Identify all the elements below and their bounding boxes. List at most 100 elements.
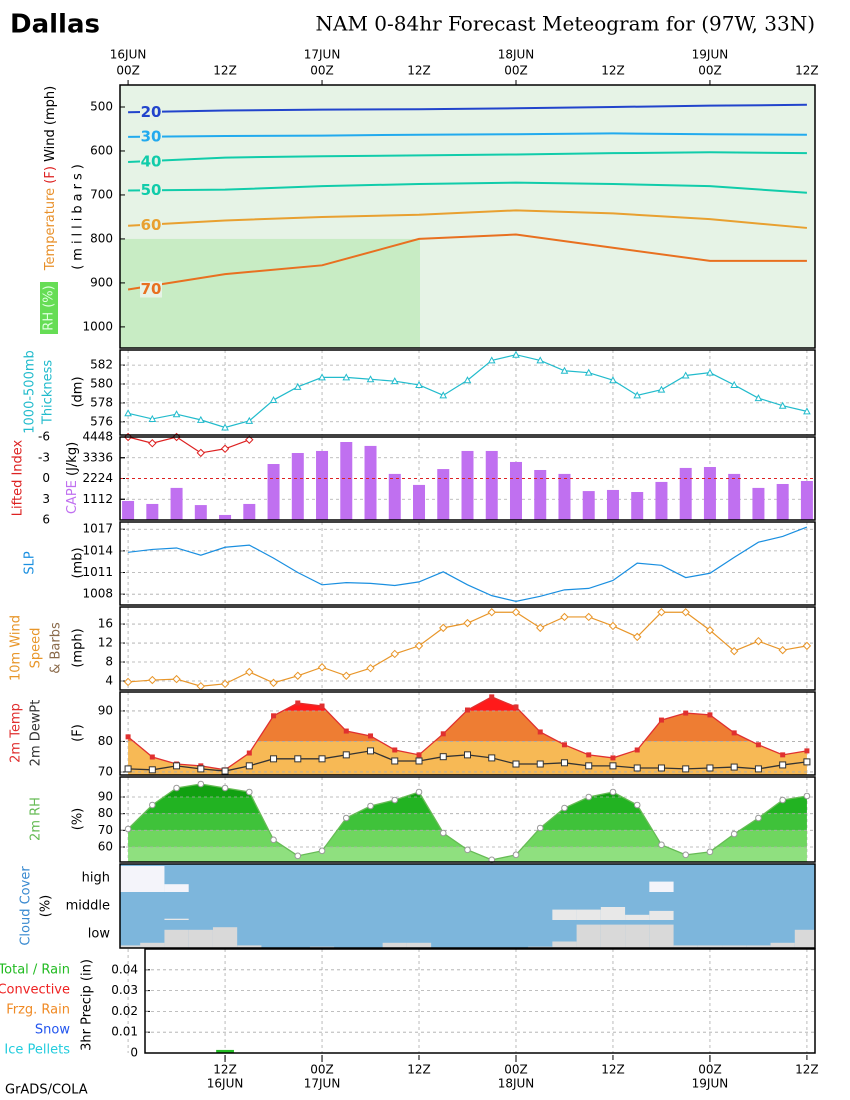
marker bbox=[512, 851, 520, 859]
category-label: middle bbox=[66, 899, 110, 914]
cloud-bar bbox=[697, 945, 723, 948]
marker bbox=[149, 754, 155, 760]
axis-label: & Barbs bbox=[49, 622, 64, 674]
marker bbox=[609, 762, 617, 770]
marker bbox=[730, 830, 738, 838]
y-tick-label: 1017 bbox=[82, 522, 113, 536]
marker bbox=[124, 409, 132, 417]
cloud-bar bbox=[770, 942, 795, 948]
marker bbox=[245, 435, 254, 444]
axis-label: Speed bbox=[29, 628, 44, 669]
label-bg bbox=[140, 128, 162, 145]
axis-label: Temperature (F) Wind (mph) bbox=[43, 86, 58, 271]
date-label: 17JUN bbox=[304, 1077, 341, 1091]
bar bbox=[752, 487, 765, 520]
marker bbox=[366, 375, 375, 383]
marker bbox=[221, 423, 229, 431]
marker bbox=[367, 802, 374, 810]
cloud-bar bbox=[649, 881, 674, 892]
bar bbox=[679, 467, 692, 520]
cloud-bar bbox=[120, 945, 145, 948]
marker bbox=[415, 788, 423, 796]
marker bbox=[391, 757, 399, 765]
band-fill bbox=[128, 771, 807, 775]
rh-key bbox=[40, 282, 58, 334]
bar bbox=[485, 450, 498, 520]
marker bbox=[755, 742, 761, 748]
marker bbox=[440, 731, 446, 737]
time-label: 12Z bbox=[213, 1063, 237, 1077]
cloud-bar bbox=[600, 924, 626, 948]
marker bbox=[754, 636, 763, 646]
marker bbox=[804, 748, 810, 754]
y-tick-label: 8 bbox=[105, 655, 113, 669]
marker bbox=[464, 751, 471, 759]
bar bbox=[316, 450, 329, 520]
bar bbox=[703, 467, 716, 520]
marker bbox=[342, 373, 351, 381]
y-tick-label: 90 bbox=[98, 790, 113, 804]
marker bbox=[196, 415, 205, 423]
y-tick-label: -6 bbox=[38, 430, 50, 444]
cloud-bar bbox=[625, 914, 650, 920]
marker bbox=[731, 730, 737, 736]
legend-label: Frzg. Rain bbox=[6, 1003, 70, 1018]
isotherm-label: 30 bbox=[141, 127, 162, 145]
axis-label: 2m Temp bbox=[9, 703, 24, 763]
marker bbox=[584, 368, 593, 376]
panel-frame bbox=[119, 776, 816, 863]
marker bbox=[245, 762, 253, 770]
marker bbox=[682, 851, 689, 859]
axis-label: 10m Wind bbox=[9, 615, 24, 681]
y-tick-label: 0 bbox=[42, 471, 50, 485]
marker bbox=[172, 410, 181, 418]
marker bbox=[488, 754, 496, 762]
marker bbox=[803, 407, 811, 415]
axis-label: Cloud Cover bbox=[19, 866, 34, 946]
marker bbox=[463, 376, 472, 384]
isotherm-label: 40 bbox=[141, 152, 162, 170]
marker bbox=[536, 623, 545, 633]
panel-frame bbox=[119, 691, 816, 776]
legend-label: Snow bbox=[35, 1023, 70, 1038]
cloud-bar bbox=[600, 907, 626, 920]
label-part: Temperature bbox=[43, 188, 58, 271]
cloud-bar bbox=[552, 941, 577, 948]
panel-frame bbox=[119, 436, 816, 521]
label-part: CAPE bbox=[65, 480, 80, 514]
marker bbox=[221, 784, 229, 792]
isotherm bbox=[128, 132, 807, 138]
marker bbox=[415, 757, 423, 765]
isotherm-label: 20 bbox=[141, 103, 162, 121]
marker bbox=[536, 824, 544, 832]
rh-background bbox=[120, 238, 420, 348]
y-tick-label: 578 bbox=[90, 395, 113, 409]
panel-frame bbox=[119, 349, 816, 436]
axis-label: (dm) bbox=[71, 376, 86, 407]
marker bbox=[390, 377, 399, 385]
panel-frame bbox=[144, 948, 816, 1054]
marker bbox=[778, 401, 787, 409]
date-label: 19JUN bbox=[692, 1077, 729, 1091]
legend-label: Ice Pellets bbox=[4, 1043, 70, 1058]
label-bg bbox=[140, 217, 162, 234]
category-label: high bbox=[82, 871, 110, 886]
marker bbox=[586, 752, 592, 758]
date-label: 19JUN bbox=[692, 48, 729, 62]
cloud-bar bbox=[552, 909, 577, 920]
panel-frame bbox=[119, 606, 816, 691]
time-label: 00Z bbox=[504, 1063, 528, 1077]
marker bbox=[124, 765, 132, 773]
cloud-bar bbox=[212, 927, 238, 948]
marker bbox=[148, 766, 156, 774]
y-tick-label: 6 bbox=[42, 513, 50, 527]
cloud-bar bbox=[382, 942, 407, 948]
time-label: 12Z bbox=[795, 64, 819, 78]
marker bbox=[197, 765, 205, 773]
label-bg bbox=[140, 182, 162, 199]
marker bbox=[367, 747, 375, 755]
band-fill bbox=[128, 710, 752, 742]
time-label: 12Z bbox=[213, 64, 237, 78]
label-bg bbox=[140, 281, 162, 298]
time-label: 00Z bbox=[116, 64, 140, 78]
